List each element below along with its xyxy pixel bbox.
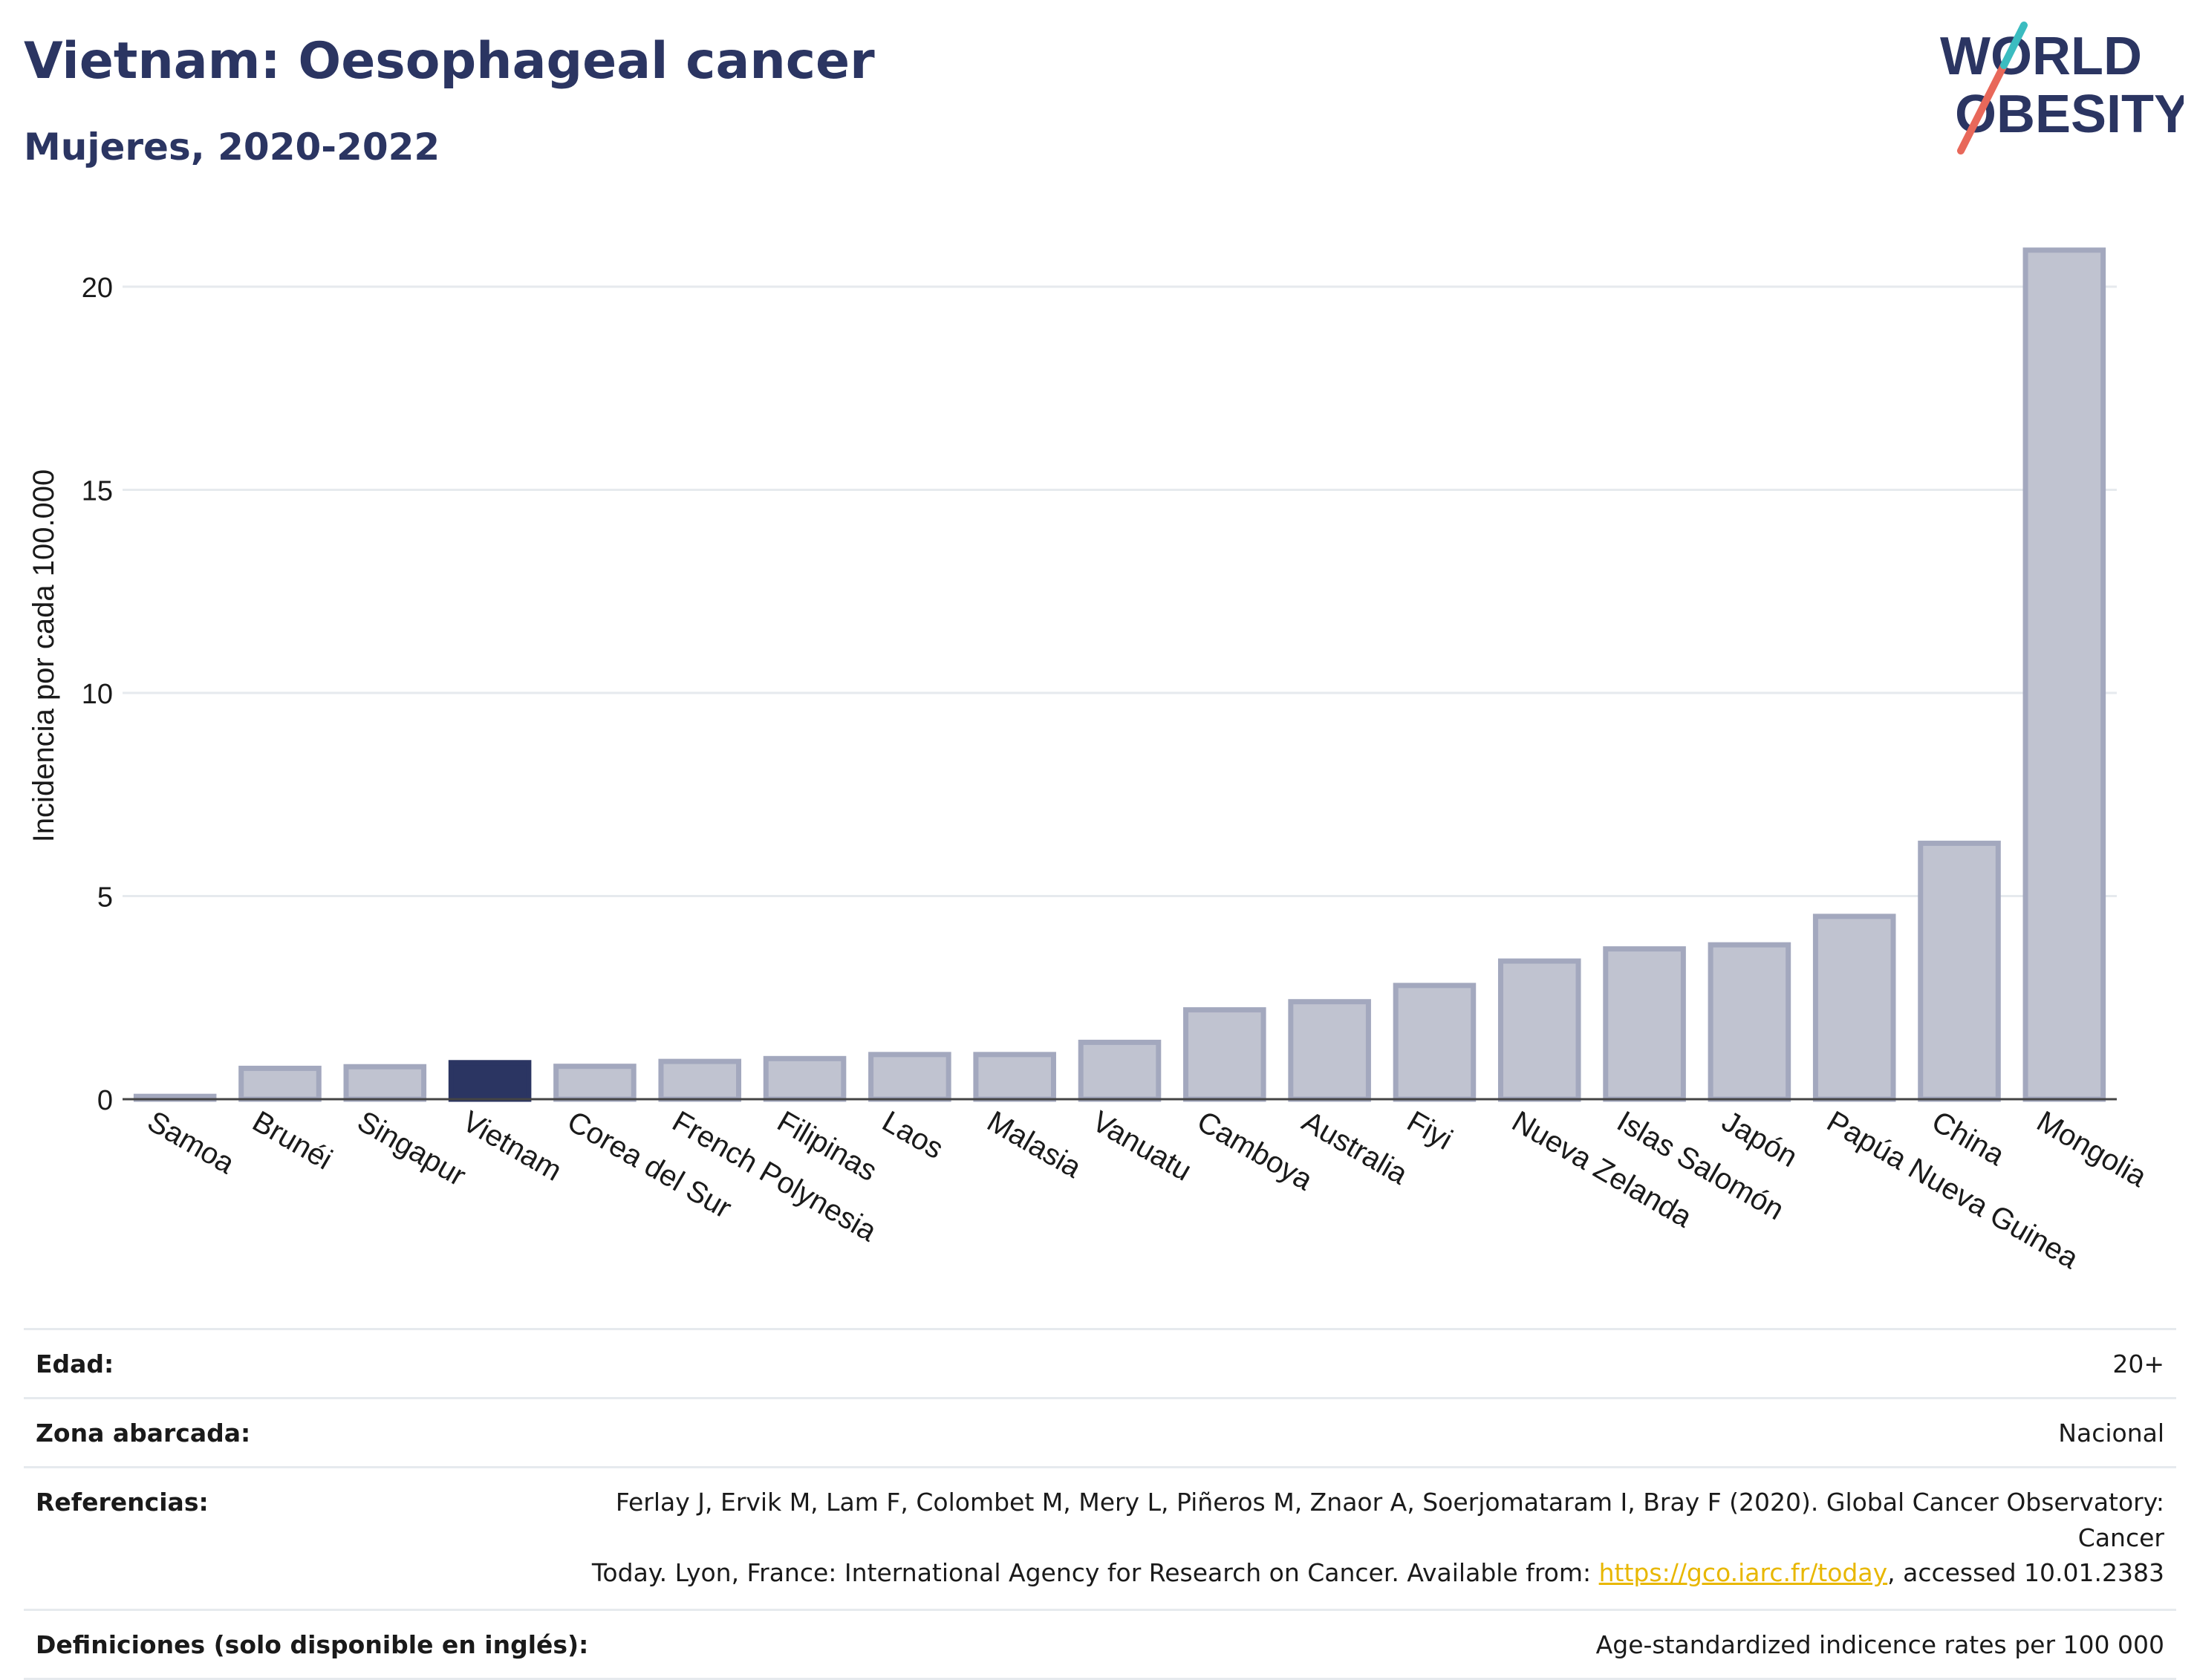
bar-china <box>1918 840 2001 1102</box>
bar-corea-del-sur <box>553 1064 637 1102</box>
bar-islas-salom-n <box>1603 946 1686 1102</box>
bar-laos <box>868 1052 951 1102</box>
meta-row-references: Referencias: Ferlay J, Ervik M, Lam F, C… <box>24 1465 2176 1609</box>
bar-singapur <box>343 1064 427 1102</box>
bar-nueva-zelanda <box>1497 958 1581 1102</box>
metadata-table: Edad: 20+ Zona abarcada: Nacional Refere… <box>24 1328 2176 1680</box>
x-tick-label: Mongolia <box>2031 1105 2152 1194</box>
x-tick-label: Samoa <box>142 1105 240 1181</box>
y-tick-label: 20 <box>82 273 113 304</box>
bar-chart: 0 5 10 15 20 Samoa Brunéi SingapurVietnamCorea… <box>27 247 2152 1276</box>
x-tick-label: Australia <box>1297 1105 1413 1191</box>
x-tick-label: Vanuatu <box>1087 1105 1197 1188</box>
meta-label-age: Edad: <box>36 1349 114 1378</box>
page-title: Vietnam: Oesophageal cancer <box>24 32 875 91</box>
bar-fiyi <box>1393 983 1477 1102</box>
x-tick-label: Camboya <box>1191 1105 1318 1197</box>
bar-french-polynesia <box>658 1058 742 1102</box>
bar-australia <box>1288 999 1371 1102</box>
y-axis-label: Incidencia por cada 100.000 <box>27 469 60 843</box>
logo-slash-upper <box>2000 22 2028 69</box>
meta-row-definitions: Definiciones (solo disponible en inglés)… <box>24 1609 2176 1680</box>
bar-vietnam <box>448 1060 532 1102</box>
meta-label-definitions: Definiciones (solo disponible en inglés)… <box>36 1630 589 1660</box>
bar-malasia <box>973 1052 1056 1102</box>
meta-label-references: Referencias: <box>36 1487 209 1517</box>
meta-row-age: Edad: 20+ <box>24 1328 2176 1397</box>
bar-filipinas <box>763 1055 847 1102</box>
y-tick-label: 15 <box>82 476 113 507</box>
x-tick-label: Nueva Zelanda <box>1506 1105 1698 1234</box>
x-tick-label: Laos <box>876 1105 948 1165</box>
y-tick-label: 10 <box>82 679 113 710</box>
meta-label-coverage: Zona abarcada: <box>36 1418 251 1448</box>
meta-row-coverage: Zona abarcada: Nacional <box>24 1396 2176 1466</box>
x-tick-label: Malasia <box>982 1105 1087 1185</box>
meta-value-age: 20+ <box>2112 1349 2164 1378</box>
logo-line1: WORLD <box>1940 27 2142 86</box>
bar-jap-n <box>1708 942 1791 1102</box>
reference-text-line1: Ferlay J, Ervik M, Lam F, Colombet M, Me… <box>615 1487 2164 1552</box>
x-tick-label: Singapur <box>352 1105 472 1193</box>
bar-brun-i <box>238 1065 322 1102</box>
bar-mongolia <box>2022 247 2106 1102</box>
y-tick-label: 5 <box>97 882 113 914</box>
bar-vanuatu <box>1078 1039 1162 1102</box>
meta-value-references: Ferlay J, Ervik M, Lam F, Colombet M, Me… <box>567 1485 2164 1592</box>
meta-value-coverage: Nacional <box>2058 1418 2164 1448</box>
reference-text-accessed: , accessed 10.01.2383 <box>1887 1558 2164 1588</box>
reference-text-line2: Today. Lyon, France: International Agenc… <box>591 1558 1592 1588</box>
x-tick-label: Vietnam <box>457 1105 567 1188</box>
meta-value-definitions: Age-standardized indicence rates per 100… <box>1595 1630 2164 1660</box>
world-obesity-logo: WORLD OBESITY <box>1940 22 2184 154</box>
bar-camboya <box>1183 1007 1266 1102</box>
reference-link[interactable]: https://gco.iarc.fr/today <box>1598 1558 1888 1588</box>
x-tick-label: Fiyi <box>1402 1105 1458 1156</box>
grid-lines: 0 5 10 15 20 <box>82 273 2117 1116</box>
x-tick-label: Brunéi <box>247 1105 337 1176</box>
logo-slash-lower <box>1957 62 2008 154</box>
bar-pap-a-nueva-guinea <box>1812 914 1896 1102</box>
page-subtitle: Mujeres, 2020-2022 <box>24 126 440 169</box>
x-tick-label: China <box>1927 1105 2011 1173</box>
y-tick-label: 0 <box>97 1085 113 1116</box>
bars <box>123 247 2117 1102</box>
